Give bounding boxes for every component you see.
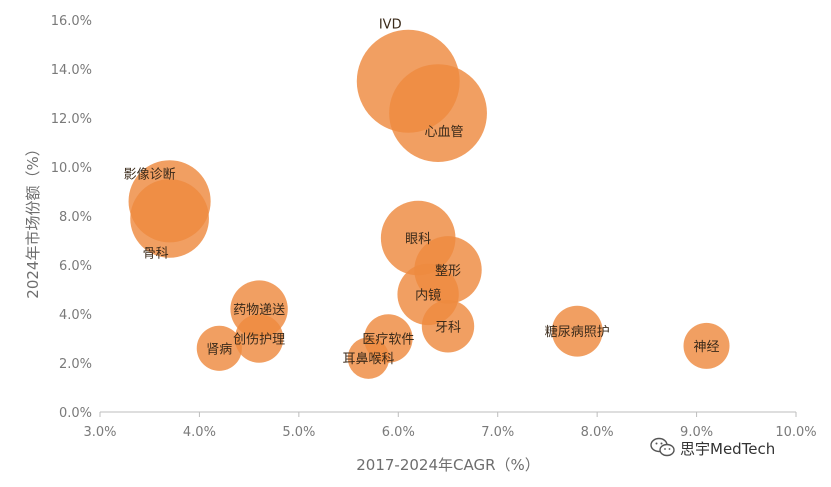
- bubble: [196, 325, 242, 371]
- bubble-label: 医疗软件: [362, 333, 414, 348]
- bubble-label: 内镜: [415, 287, 441, 303]
- bubble-label: 整形: [435, 264, 461, 279]
- y-axis-title: 2024年市场份额（%）: [24, 141, 42, 298]
- y-tick-label: 8.0%: [59, 210, 92, 225]
- y-tick-label: 2.0%: [59, 357, 92, 372]
- bubble-label: 心血管: [425, 125, 464, 140]
- x-tick-label: 4.0%: [183, 425, 216, 440]
- x-tick-label: 8.0%: [581, 425, 614, 440]
- bubble-label: IVD: [379, 17, 402, 32]
- x-tick-label: 5.0%: [282, 425, 315, 440]
- x-tick-label: 10.0%: [775, 425, 816, 440]
- watermark-text: 思宇MedTech: [680, 440, 775, 458]
- bubble-label: 骨科: [143, 246, 169, 261]
- x-axis-title: 2017-2024年CAGR（%）: [356, 456, 540, 474]
- bubble-label: 神经: [694, 340, 720, 355]
- bubble-label: 牙科: [435, 320, 461, 335]
- x-tick-label: 7.0%: [481, 425, 514, 440]
- y-tick-label: 10.0%: [51, 161, 92, 176]
- watermark: 思宇MedTech: [650, 437, 775, 458]
- bubble: [234, 314, 284, 363]
- bubbles-layer: [128, 29, 730, 379]
- bubble: [347, 337, 390, 379]
- y-tick-label: 12.0%: [51, 112, 92, 127]
- y-tick-label: 16.0%: [51, 14, 92, 29]
- bubble-label: 耳鼻喉科: [342, 351, 394, 367]
- x-tick-label: 9.0%: [680, 425, 713, 440]
- bubble-label: 影像诊断: [124, 167, 176, 182]
- x-tick-label: 3.0%: [83, 425, 116, 440]
- bubble-label: 糖尿病照护: [545, 324, 610, 340]
- y-tick-label: 6.0%: [59, 259, 92, 274]
- bubble: [130, 179, 209, 258]
- x-tick-label: 6.0%: [382, 425, 415, 440]
- ticks-layer: 3.0% 4.0% 5.0% 6.0% 7.0% 8.0% 9.0% 10.0% 0.0% 2.0…: [51, 14, 817, 440]
- bubble-label: 药物递送: [233, 303, 285, 318]
- y-tick-label: 14.0%: [51, 63, 92, 78]
- y-tick-label: 4.0%: [59, 308, 92, 323]
- bubble: [421, 300, 475, 353]
- bubble-label: 创伤护理: [233, 333, 285, 348]
- bubble-label: 眼科: [405, 232, 431, 247]
- bubble-label: 肾病: [206, 342, 232, 357]
- wechat-icon: [650, 437, 675, 457]
- bubble: [551, 305, 603, 357]
- bubble: [683, 322, 730, 369]
- y-tick-label: 0.0%: [59, 406, 92, 421]
- bubble: [389, 64, 487, 162]
